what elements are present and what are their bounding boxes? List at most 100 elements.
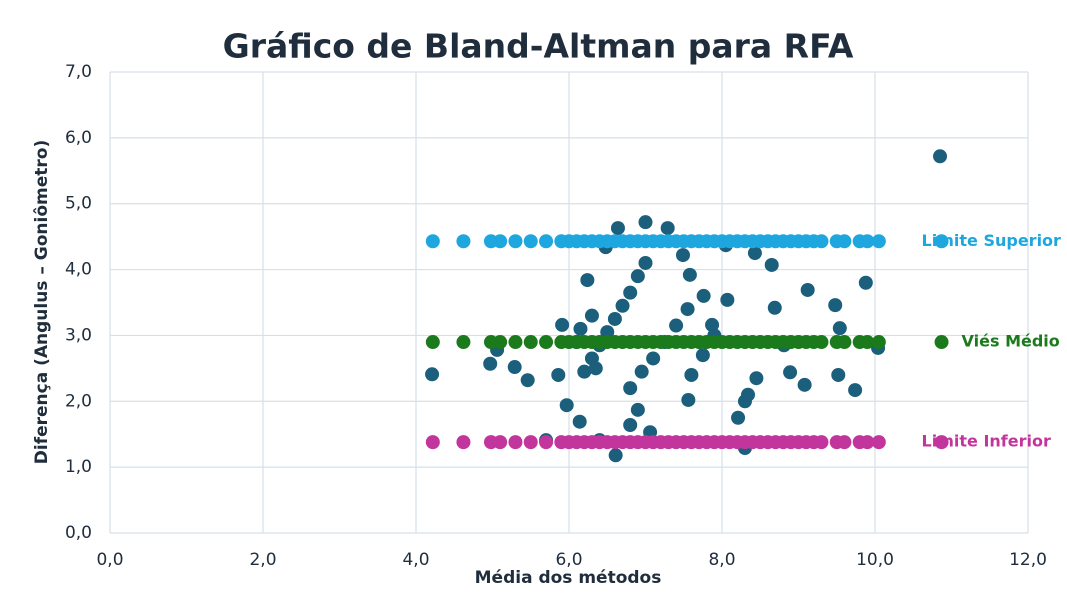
point [508,234,523,249]
point [456,234,471,249]
point [837,335,852,350]
point [737,394,752,409]
point [860,335,875,350]
point [638,215,653,230]
point [828,298,843,313]
point [425,234,440,249]
point [680,302,695,317]
x-tick-label: 8,0 [708,550,735,570]
point [837,435,852,450]
point [493,234,508,249]
point [610,221,625,236]
y-tick-label: 7,0 [65,62,92,82]
point [638,255,653,270]
x-tick-label: 0,0 [96,550,123,570]
point [493,335,508,350]
x-axis-label: Média dos métodos [475,568,662,588]
point [764,257,779,272]
point [551,367,566,382]
chart-title: Gráfico de Bland-Altman para RFA [223,27,854,66]
y-tick-label: 3,0 [65,325,92,345]
point [646,351,661,366]
series-label: Limite Superior [922,231,1061,250]
point [577,364,592,379]
x-tick-label: 6,0 [555,550,582,570]
point [559,398,574,413]
point [634,364,649,379]
point [623,285,638,300]
point [749,371,764,386]
series-label: Viés Médio [962,332,1060,351]
x-tick-label: 4,0 [402,550,429,570]
point [588,361,603,376]
point [800,282,815,297]
point [837,234,852,249]
point [871,234,886,249]
point [493,435,508,450]
point [848,383,863,398]
point [934,335,949,350]
x-tick-label: 10,0 [856,550,894,570]
point [507,360,522,375]
point [767,300,782,315]
y-tick-label: 5,0 [65,194,92,214]
x-tick-label: 12,0 [1009,550,1047,570]
point [615,298,630,313]
point [630,402,645,417]
point [934,234,949,249]
point [831,367,846,382]
series-label: Limite Inferior [922,432,1051,451]
y-axis-label: Diferença (Angulus – Goniômetro) [32,140,52,464]
point [860,234,875,249]
point [456,335,471,350]
point [523,335,538,350]
point [814,435,829,450]
point [539,234,554,249]
point [695,348,710,363]
point [630,269,645,284]
point [783,365,798,380]
point [933,149,948,164]
x-tick-label: 2,0 [249,550,276,570]
point [747,246,762,261]
y-tick-label: 0,0 [65,523,92,543]
point [600,325,615,340]
point [814,335,829,350]
point [660,221,675,236]
point [871,435,886,450]
point [523,234,538,249]
point [731,410,746,425]
point [573,321,588,336]
point [705,317,720,332]
point [684,367,699,382]
point [623,417,638,432]
point [456,435,471,450]
point [555,317,570,332]
point [832,321,847,336]
y-tick-label: 1,0 [65,457,92,477]
point [508,335,523,350]
point [934,435,949,450]
point [425,335,440,350]
point [675,248,690,263]
point [871,335,886,350]
point [425,367,440,382]
point [681,392,696,407]
point [607,311,622,326]
point [580,273,595,288]
point [860,435,875,450]
point [696,288,711,303]
point [623,381,638,396]
point [539,335,554,350]
point [858,275,873,290]
point [720,292,735,307]
point [508,435,523,450]
point [608,448,623,463]
point [483,356,498,371]
point [520,373,535,388]
point [584,308,599,323]
point [523,435,538,450]
y-tick-label: 4,0 [65,260,92,280]
